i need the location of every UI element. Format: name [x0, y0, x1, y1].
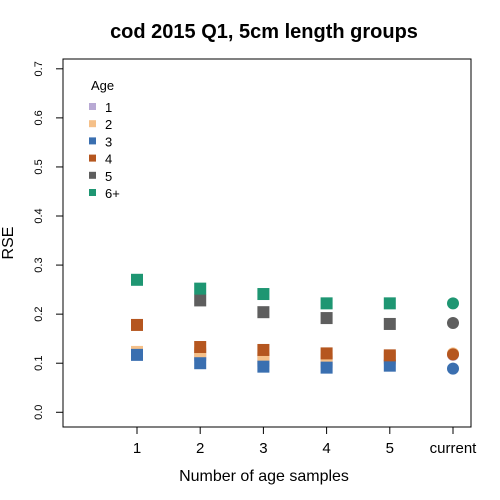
data-point: [194, 282, 207, 295]
data-point: [383, 359, 396, 372]
x-tick-label: 4: [322, 440, 330, 457]
legend-label: 5: [105, 169, 112, 184]
y-axis: 0.0 0.1 0.2 0.3 0.4 0.5 0.6 0.7: [33, 61, 63, 420]
y-tick-label: 0.4: [33, 208, 45, 223]
y-tick-label: 0.5: [33, 159, 45, 174]
data-point: [383, 317, 396, 330]
legend-swatch: [89, 171, 96, 179]
data-point: [131, 273, 143, 286]
x-tick-label: 5: [386, 440, 394, 457]
y-axis-label: RSE: [0, 227, 17, 260]
legend-swatch: [89, 120, 96, 128]
legend-label: 6+: [105, 186, 120, 201]
legend-swatch: [89, 154, 96, 162]
y-tick-label: 0.6: [33, 110, 45, 125]
legend-label: 2: [105, 117, 112, 132]
legend-title: Age: [91, 78, 114, 93]
legend-label: 1: [105, 100, 112, 115]
y-tick-label: 0.3: [33, 257, 45, 272]
y-tick-label: 0.1: [33, 356, 45, 371]
data-point: [257, 306, 270, 319]
data-point: [131, 348, 143, 361]
y-tick-label: 0.2: [33, 306, 45, 321]
legend-swatch: [89, 103, 96, 110]
y-tick-label: 0.0: [33, 405, 45, 420]
data-point: [383, 349, 396, 362]
data-point: [320, 361, 333, 374]
chart-title: cod 2015 Q1, 5cm length groups: [110, 21, 418, 43]
data-point: [320, 312, 333, 325]
data-point: [383, 297, 396, 310]
legend: Age 1 2 3 4 5 6+: [89, 78, 120, 201]
x-tick-label: current: [430, 440, 478, 457]
y-tick-label: 0.7: [33, 61, 45, 76]
x-tick-label: 2: [196, 440, 204, 457]
data-point: [131, 318, 143, 331]
data-point: [320, 347, 333, 360]
data-point: [320, 297, 333, 310]
data-point: [447, 316, 459, 329]
data-point: [447, 362, 459, 375]
data-point: [194, 357, 207, 370]
data-point: [447, 297, 459, 310]
x-axis-label: Number of age samples: [179, 468, 349, 485]
data-point: [447, 348, 459, 361]
data-point: [194, 294, 207, 307]
legend-label: 3: [105, 134, 112, 149]
plot-frame: [62, 58, 472, 428]
data-point: [257, 288, 270, 301]
legend-label: 4: [105, 152, 112, 167]
x-axis: 1 2 3 4 5 current: [133, 427, 477, 457]
data-point: [194, 341, 207, 354]
data-point: [257, 343, 270, 356]
legend-swatch: [89, 137, 96, 145]
x-tick-label: 1: [133, 440, 141, 457]
legend-swatch: [89, 189, 96, 196]
data-point: [257, 360, 270, 373]
data-points: [131, 273, 459, 375]
x-tick-label: 3: [259, 440, 267, 457]
